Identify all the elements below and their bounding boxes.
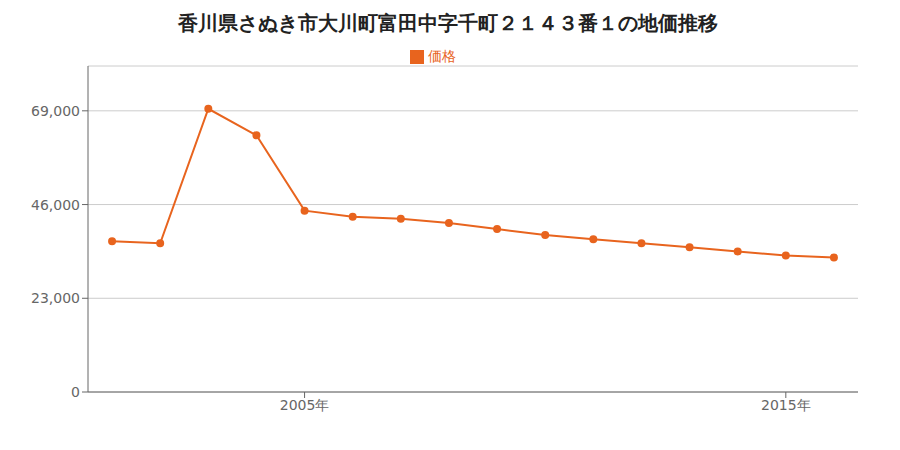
svg-text:2015年: 2015年 (761, 397, 811, 413)
svg-text:2005年: 2005年 (280, 397, 330, 413)
svg-text:46,000: 46,000 (31, 197, 80, 213)
svg-text:0: 0 (71, 384, 80, 400)
html-text:価格: 価格 (428, 48, 456, 64)
svg-text:69,000: 69,000 (31, 103, 80, 119)
html-text:香川県さぬき市大川町富田中字千町２１４３番１の地価推移: 香川県さぬき市大川町富田中字千町２１４３番１の地価推移 (178, 11, 718, 35)
svg-text:23,000: 23,000 (31, 290, 80, 306)
